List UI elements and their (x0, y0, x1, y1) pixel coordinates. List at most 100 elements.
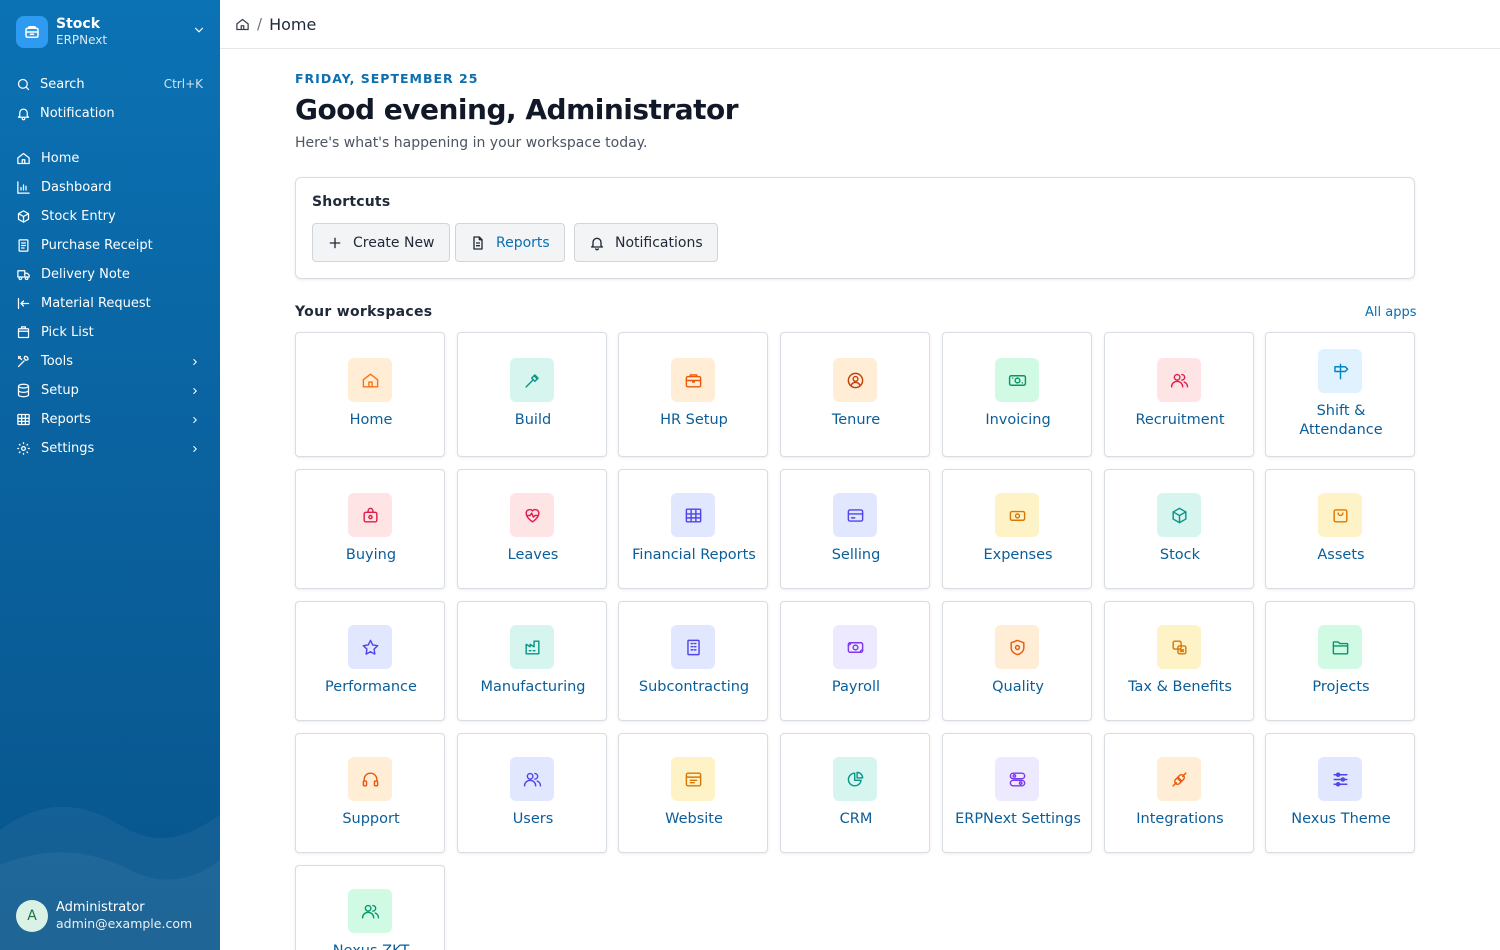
workspace-tile-recruitment[interactable]: Recruitment (1104, 332, 1254, 457)
reports-button[interactable]: Reports (455, 223, 565, 262)
workspace-tile-shift-and-attendance[interactable]: Shift & Attendance (1265, 332, 1415, 457)
users-icon (523, 772, 541, 787)
banknote-icon (1008, 374, 1026, 386)
workspace-icon-box (348, 625, 392, 669)
folder-icon (1332, 640, 1348, 655)
workspace-tile-build[interactable]: Build (457, 332, 607, 457)
plus-icon (329, 237, 341, 248)
sidebar-item-dashboard[interactable]: Dashboard (16, 173, 204, 202)
sidebar-item-pick-list[interactable]: Pick List (16, 318, 204, 347)
sidebar-item-tools[interactable]: Tools (16, 347, 204, 376)
sidebar-item-reports[interactable]: Reports (16, 405, 204, 434)
create-new-button[interactable]: Create New (312, 223, 450, 262)
workspace-icon-box (833, 757, 877, 801)
workspace-icon-box (1318, 625, 1362, 669)
money-icon (847, 641, 863, 653)
workspace-tile-tenure[interactable]: Tenure (780, 332, 930, 457)
workspace-icon-box (348, 757, 392, 801)
workspace-icon-box (833, 358, 877, 402)
workspace-tile-tax-and-benefits[interactable]: Tax & Benefits (1104, 601, 1254, 721)
database-icon (17, 383, 30, 398)
workspace-icon-box (671, 358, 715, 402)
workspace-label: Shift & Attendance (1299, 403, 1383, 438)
workspace-tile-website[interactable]: Website (618, 733, 768, 853)
home-icon[interactable] (235, 17, 250, 32)
browser-icon (685, 771, 701, 787)
workspace-tile-assets[interactable]: Assets (1265, 469, 1415, 589)
workspace-tile-home[interactable]: Home (295, 332, 445, 457)
workspace-label: ERPNext Settings (955, 811, 1081, 827)
workspace-label: Payroll (831, 679, 881, 695)
workspace-icon-box (1157, 358, 1201, 402)
search-shortcut: Ctrl+K (163, 77, 203, 91)
shield-icon (1009, 639, 1025, 655)
workspace-tile-manufacturing[interactable]: Manufacturing (457, 601, 607, 721)
workspace-tile-financial-reports[interactable]: Financial Reports (618, 469, 768, 589)
workspace-tile-leaves[interactable]: Leaves (457, 469, 607, 589)
workspace-tile-buying[interactable]: Buying (295, 469, 445, 589)
workspace-tile-subcontracting[interactable]: Subcontracting (618, 601, 768, 721)
workspace-label: Nexus Theme (1291, 811, 1391, 827)
workspace-tile-invoicing[interactable]: Invoicing (942, 332, 1092, 457)
workspace-tile-projects[interactable]: Projects (1265, 601, 1415, 721)
workspace-icon-box (833, 625, 877, 669)
workspace-label: Assets (1317, 547, 1365, 563)
sidebar-item-purchase-receipt[interactable]: Purchase Receipt (16, 231, 204, 260)
workspace-icon-box (510, 625, 554, 669)
search-button[interactable]: Search Ctrl+K (16, 72, 204, 96)
workspace-icon-box (671, 757, 715, 801)
workspace-tile-crm[interactable]: CRM (780, 733, 930, 853)
cash-icon (1009, 510, 1025, 521)
app-switcher[interactable]: Stock ERPNext (16, 14, 206, 50)
workspace-tile-hr-setup[interactable]: HR Setup (618, 332, 768, 457)
signpost-icon (1333, 363, 1348, 379)
workspace-tile-nexus-zkt[interactable]: Nexus ZKT (295, 865, 445, 950)
workspace-label: Tenure (831, 412, 881, 428)
reports-label: Reports (496, 234, 550, 251)
sidebar-item-delivery-note[interactable]: Delivery Note (16, 260, 204, 289)
workspace-tile-erpnext-settings[interactable]: ERPNext Settings (942, 733, 1092, 853)
workspace-tile-payroll[interactable]: Payroll (780, 601, 930, 721)
chevron-right-icon (193, 387, 197, 394)
workspace-tile-expenses[interactable]: Expenses (942, 469, 1092, 589)
toggle-icon (1009, 771, 1025, 787)
workspace-tile-integrations[interactable]: Integrations (1104, 733, 1254, 853)
workspace-tile-users[interactable]: Users (457, 733, 607, 853)
sidebar-item-material-request[interactable]: Material Request (16, 289, 204, 318)
workspace-tile-performance[interactable]: Performance (295, 601, 445, 721)
sidebar-item-label: Pick List (41, 325, 94, 340)
document-icon (473, 235, 483, 250)
sidebar-item-settings[interactable]: Settings (16, 434, 204, 463)
workspace-tile-stock[interactable]: Stock (1104, 469, 1254, 589)
workspace-tile-support[interactable]: Support (295, 733, 445, 853)
sidebar-item-home[interactable]: Home (16, 144, 204, 173)
workspace-label: Integrations (1136, 811, 1224, 827)
factory-icon (524, 639, 540, 655)
hammer-icon (524, 373, 539, 388)
workspace-label: Tax & Benefits (1128, 679, 1232, 695)
sidebar-item-stock-entry[interactable]: Stock Entry (16, 202, 204, 231)
sidebar-item-label: Home (41, 151, 80, 166)
box-icon (17, 210, 30, 223)
card-icon (847, 508, 863, 522)
workspace-label: Buying (345, 547, 397, 563)
workspace-icon-box (348, 493, 392, 537)
notification-button[interactable]: Notification (16, 101, 204, 125)
workspace-icon-box (348, 889, 392, 933)
chevron-right-icon (193, 445, 197, 452)
user-menu[interactable]: A Administrator admin@example.com (16, 898, 212, 934)
chart-icon (17, 181, 30, 194)
workspace-tile-nexus-theme[interactable]: Nexus Theme (1265, 733, 1415, 853)
workspace-tile-quality[interactable]: Quality (942, 601, 1092, 721)
notifications-button[interactable]: Notifications (574, 223, 718, 262)
workspace-label: Website (665, 811, 723, 827)
sidebar-item-setup[interactable]: Setup (16, 376, 204, 405)
user-email: admin@example.com (56, 916, 193, 932)
shortcuts-card: Shortcuts Create New Reports Notificatio… (295, 177, 1415, 279)
all-apps-link[interactable]: All apps (1365, 305, 1417, 320)
workspace-icon-box (1318, 757, 1362, 801)
sidebar-item-label: Delivery Note (41, 267, 130, 282)
workspace-label: Recruitment (1135, 412, 1225, 428)
workspace-tile-selling[interactable]: Selling (780, 469, 930, 589)
tools-icon (17, 355, 29, 368)
